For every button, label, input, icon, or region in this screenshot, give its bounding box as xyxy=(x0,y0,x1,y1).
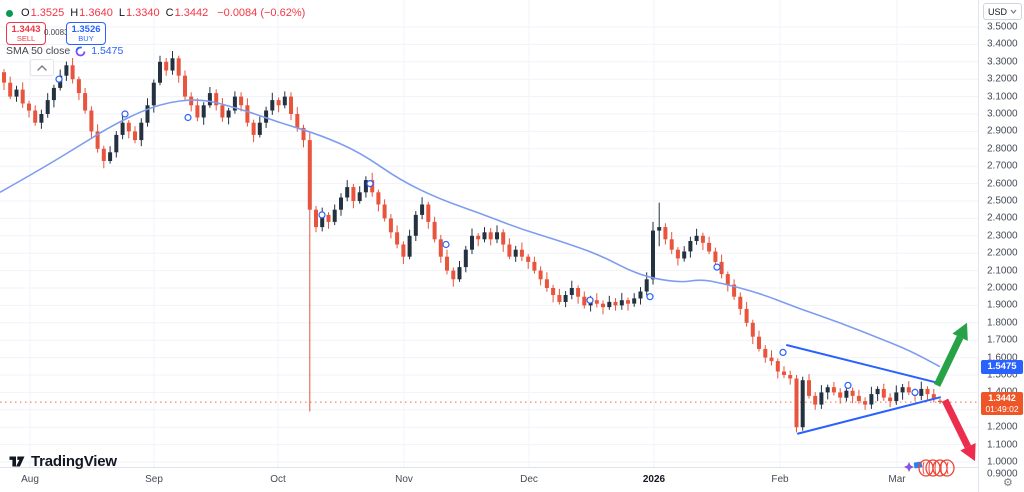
time-tick: Oct xyxy=(270,474,286,485)
collapse-pane-button[interactable] xyxy=(30,59,54,76)
price-tick: 3.5000 xyxy=(987,21,1018,33)
buy-button[interactable]: 1.3526 BUY xyxy=(66,22,106,45)
sma-line xyxy=(0,99,941,368)
price-tick: 1.5000 xyxy=(987,369,1018,381)
tradingview-wordmark: TradingView xyxy=(31,452,117,470)
time-tick: Aug xyxy=(21,474,39,485)
sell-button[interactable]: 1.3443 SELL xyxy=(6,22,46,45)
low-value: 1.3340 xyxy=(125,7,160,19)
candles xyxy=(2,51,942,433)
currency-dropdown[interactable]: USD xyxy=(983,3,1022,20)
price-tick: 2.2000 xyxy=(987,247,1018,259)
price-tick: 2.7000 xyxy=(987,160,1018,172)
bullish-arrow[interactable] xyxy=(933,322,968,387)
price-tick: 1.6000 xyxy=(987,352,1018,364)
grid xyxy=(0,0,978,467)
price-tick: 3.1000 xyxy=(987,91,1018,103)
indicator-legend: SMA 50 close 1.5475 xyxy=(6,45,123,57)
price-tick: 1.0000 xyxy=(987,456,1018,468)
price-tick: 3.0000 xyxy=(987,108,1018,120)
time-axis[interactable]: Aug Sep Oct Nov Dec 2026 Feb Mar xyxy=(0,467,978,492)
time-tick: Dec xyxy=(520,474,538,485)
price-tick: 1.8000 xyxy=(987,317,1018,329)
time-tick: Sep xyxy=(145,474,163,485)
scale-settings-gear-icon[interactable]: ⚙ xyxy=(1003,477,1013,489)
price-tick: 1.9000 xyxy=(987,299,1018,311)
event-markers xyxy=(55,75,919,396)
indicator-name: SMA 50 close xyxy=(6,45,71,57)
price-axis[interactable]: USD 1.5475 1.3442 01:49:02 ⚙ 3.5000 3.400… xyxy=(978,0,1024,492)
market-status-dot xyxy=(6,9,13,17)
bearish-arrow[interactable] xyxy=(941,398,976,462)
price-tick: 2.3000 xyxy=(987,230,1018,242)
price-tick: 2.4000 xyxy=(987,212,1018,224)
low-label: L xyxy=(118,7,125,19)
high-label: H xyxy=(70,7,79,19)
price-tick: 3.3000 xyxy=(987,56,1018,68)
spread-value: 0.0083 xyxy=(44,28,69,37)
chevron-up-icon xyxy=(37,64,47,71)
time-tick: Nov xyxy=(395,474,413,485)
buy-label: BUY xyxy=(78,34,94,43)
open-value: 1.3525 xyxy=(30,7,65,19)
price-tick: 3.2000 xyxy=(987,73,1018,85)
indicator-loading-icon xyxy=(75,46,86,56)
sell-label: SELL xyxy=(16,34,36,43)
sma-value-badge: 1.5475 xyxy=(981,359,1023,374)
indicator-value: 1.5475 xyxy=(91,45,124,57)
close-label: C xyxy=(165,7,174,19)
last-price-badge: 1.3442 01:49:02 xyxy=(981,391,1023,416)
wedge-lower xyxy=(797,396,941,435)
price-tick: 3.4000 xyxy=(987,38,1018,50)
price-tick: 1.2000 xyxy=(987,421,1018,433)
scribble-sticker xyxy=(904,459,955,477)
price-tick: 2.1000 xyxy=(987,265,1018,277)
ohlc-legend: O 1.3525 H 1.3640 L 1.3340 C 1.3442 −0.0084 … xyxy=(6,7,305,19)
price-tick: 2.5000 xyxy=(987,195,1018,207)
open-label: O xyxy=(21,7,30,19)
time-tick: 2026 xyxy=(642,474,666,485)
high-value: 1.3640 xyxy=(79,7,113,19)
chevron-down-icon xyxy=(1010,9,1017,14)
change-value: −0.0084 (−0.62%) xyxy=(217,7,306,19)
time-tick: Mar xyxy=(888,474,906,485)
price-tick: 1.7000 xyxy=(987,334,1018,346)
price-tick: 2.8000 xyxy=(987,143,1018,155)
buy-price: 1.3526 xyxy=(71,23,101,35)
tradingview-logo: TradingView xyxy=(8,452,117,470)
currency-label: USD xyxy=(987,6,1007,17)
price-tick: 1.1000 xyxy=(987,439,1018,451)
sell-price: 1.3443 xyxy=(11,23,41,35)
price-tick: 0.9000 xyxy=(987,468,1018,480)
price-tick: 2.6000 xyxy=(987,178,1018,190)
bar-countdown: 01:49:02 xyxy=(985,403,1019,414)
wedge-upper xyxy=(786,344,941,385)
close-value: 1.3442 xyxy=(174,7,209,19)
price-tick: 2.0000 xyxy=(987,282,1018,294)
time-tick: Feb xyxy=(771,474,789,485)
price-tick: 2.9000 xyxy=(987,125,1018,137)
tradingview-logo-icon xyxy=(9,456,25,467)
last-price-value: 1.3442 xyxy=(988,392,1016,403)
